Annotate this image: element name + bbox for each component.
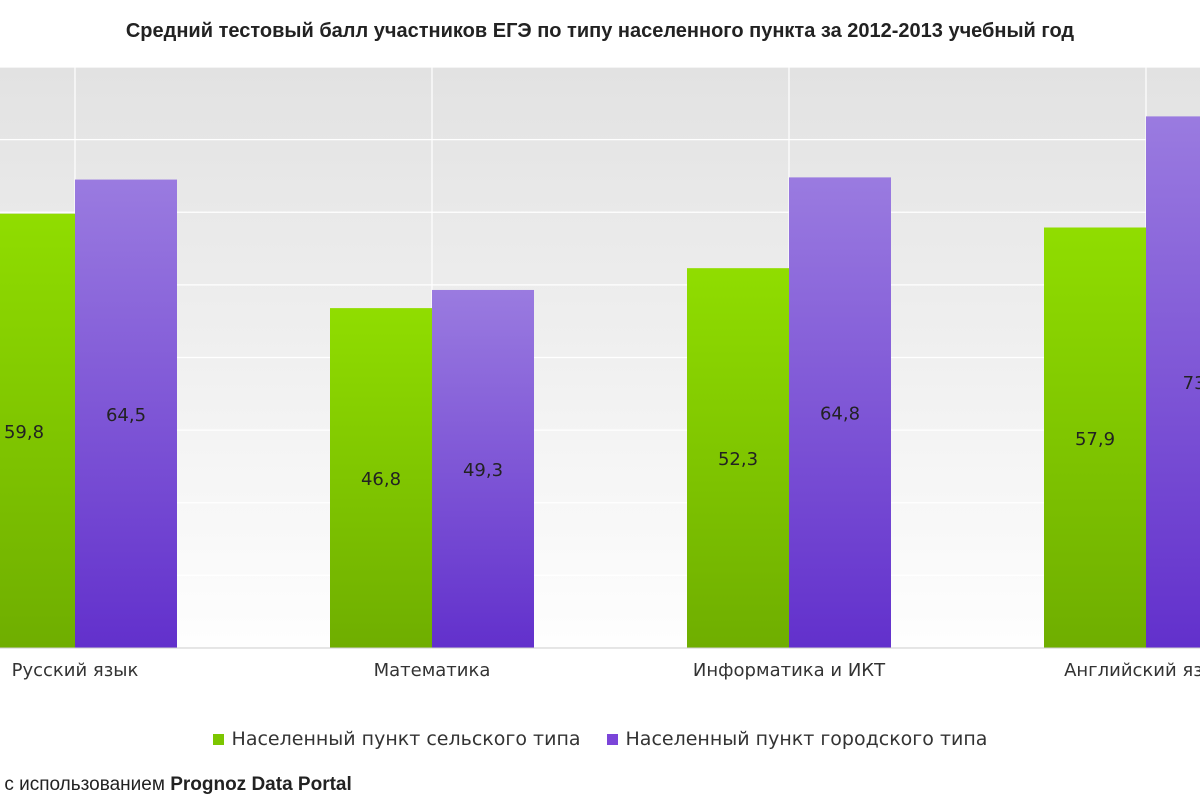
bar-rural: [330, 308, 432, 648]
category-label: Английский язык: [1064, 660, 1200, 681]
bar-urban: [1146, 116, 1200, 648]
data-label-rural: 59,8: [4, 422, 44, 443]
legend: Населенный пункт сельского типа Населенн…: [0, 728, 1200, 750]
legend-label-urban: Населенный пункт городского типа: [625, 728, 988, 750]
bar-urban: [789, 177, 891, 648]
source-note: но с использованием Prognoz Data Portal: [0, 774, 352, 796]
data-label-rural: 46,8: [361, 469, 401, 490]
legend-item-urban: Населенный пункт городского типа: [606, 728, 988, 750]
legend-swatch-rural: [212, 733, 224, 745]
legend-label-rural: Населенный пункт сельского типа: [231, 728, 581, 750]
bar-rural: [1044, 227, 1146, 648]
category-label: Информатика и ИКТ: [693, 660, 886, 681]
bar-chart: 59,8 46,8 52,3 57,9 64,5 49,3 64,8 73, Русский я…: [0, 66, 1200, 681]
legend-swatch-urban: [606, 733, 618, 745]
data-label-urban: 64,5: [106, 405, 146, 426]
data-label-rural: 57,9: [1075, 429, 1115, 450]
source-name: Prognoz Data Portal: [170, 774, 352, 795]
data-label-urban: 73,: [1183, 373, 1200, 394]
bar-urban: [75, 179, 177, 648]
data-label-rural: 52,3: [718, 449, 758, 470]
bar-rural: [687, 268, 789, 648]
category-label: Математика: [374, 660, 491, 681]
legend-item-rural: Населенный пункт сельского типа: [212, 728, 581, 750]
chart-title: Средний тестовый балл участников ЕГЭ по …: [125, 20, 1075, 42]
data-label-urban: 49,3: [463, 460, 503, 481]
category-label: Русский язык: [12, 660, 139, 681]
bar-urban: [432, 289, 534, 648]
bar-rural: [0, 213, 75, 648]
source-prefix: но с использованием: [0, 774, 165, 795]
data-label-urban: 64,8: [820, 404, 860, 425]
